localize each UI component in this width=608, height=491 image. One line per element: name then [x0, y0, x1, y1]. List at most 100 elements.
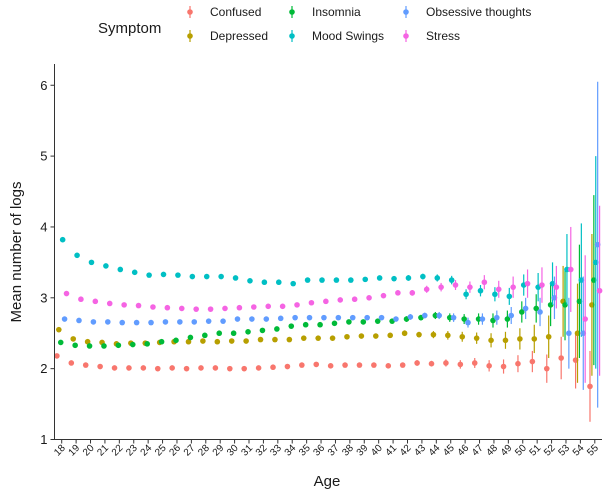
y-tick-label: 4 [40, 219, 47, 234]
data-point [187, 334, 194, 341]
data-point [500, 363, 507, 370]
data-point [212, 365, 219, 371]
data-point [121, 302, 127, 308]
data-point [434, 275, 441, 281]
data-point [508, 312, 515, 319]
data-point [214, 338, 221, 345]
data-point [401, 330, 408, 337]
legend-key-point [403, 9, 409, 15]
data-point [450, 314, 457, 321]
data-point [173, 337, 179, 344]
data-point [279, 303, 286, 310]
data-point [533, 305, 540, 312]
data-point [135, 302, 142, 309]
data-point [88, 259, 95, 266]
data-point [57, 339, 64, 346]
data-point [234, 316, 241, 322]
data-point [164, 304, 171, 311]
data-point [443, 360, 449, 366]
data-point [290, 280, 296, 287]
data-point [448, 277, 455, 283]
data-point [228, 338, 235, 344]
series-depressed [56, 234, 595, 383]
data-point [364, 314, 370, 321]
data-point [277, 315, 284, 322]
data-point [475, 316, 482, 322]
data-point [428, 360, 435, 367]
data-point [349, 314, 356, 321]
data-point [299, 362, 305, 368]
data-point [465, 319, 471, 326]
data-point [274, 326, 280, 332]
data-point [321, 314, 327, 321]
data-point [129, 341, 136, 348]
data-point [193, 306, 199, 312]
data-point [436, 312, 442, 319]
data-point [461, 316, 467, 322]
data-point [178, 305, 185, 312]
data-point [356, 362, 363, 368]
data-point [518, 309, 525, 315]
data-point [596, 287, 603, 294]
data-point [374, 318, 381, 324]
series-obsessive-thoughts [61, 81, 601, 408]
data-point [270, 364, 276, 371]
data-point [502, 337, 509, 344]
data-point [286, 336, 293, 343]
data-point [183, 365, 190, 372]
data-point [543, 365, 550, 372]
data-point [265, 303, 272, 310]
data-point [144, 341, 150, 347]
data-point [205, 318, 212, 324]
data-point [306, 314, 313, 321]
data-point [337, 297, 344, 303]
data-point [452, 282, 459, 288]
y-tick-label: 2 [40, 361, 47, 376]
data-point [103, 263, 109, 269]
data-point [323, 298, 329, 305]
data-point [537, 309, 543, 315]
legend-label: Obsessive thoughts [426, 5, 531, 19]
data-point [162, 319, 169, 325]
data-point [216, 330, 223, 337]
data-point [416, 331, 422, 338]
data-point [430, 331, 437, 338]
data-point [203, 273, 210, 280]
data-point [160, 271, 167, 278]
plot-area [54, 81, 603, 422]
data-point [185, 338, 192, 345]
data-point [515, 360, 521, 367]
data-point [405, 275, 412, 281]
y-tick-label: 1 [40, 432, 47, 447]
data-point [385, 363, 392, 369]
data-point [529, 358, 536, 365]
y-axis-title: Mean number of logs [8, 182, 25, 323]
series-mood-swings [59, 156, 599, 369]
data-point [92, 298, 99, 305]
data-point [243, 338, 249, 344]
data-point [479, 316, 486, 322]
data-point [371, 362, 377, 368]
data-point [376, 275, 383, 281]
data-point [378, 314, 385, 321]
data-point [140, 365, 147, 371]
legend-item-confused: Confused [187, 5, 261, 19]
data-point [131, 269, 138, 276]
legend-item-mood-swings: Mood Swings [289, 29, 384, 43]
data-point [101, 343, 107, 349]
legend-key-point [289, 9, 295, 15]
legend: Symptom Confused Depressed Insomnia Mood Sw… [98, 5, 531, 43]
x-tick-label: 55 [585, 443, 601, 459]
data-point [292, 314, 298, 321]
data-point [495, 286, 502, 293]
data-point [335, 314, 342, 321]
data-point [275, 279, 282, 286]
data-point [249, 316, 255, 322]
data-point [126, 365, 132, 371]
data-point [84, 338, 91, 345]
data-point [150, 304, 156, 310]
data-point [86, 343, 93, 349]
data-point [105, 319, 111, 325]
data-point [97, 363, 103, 370]
data-point [358, 333, 365, 339]
